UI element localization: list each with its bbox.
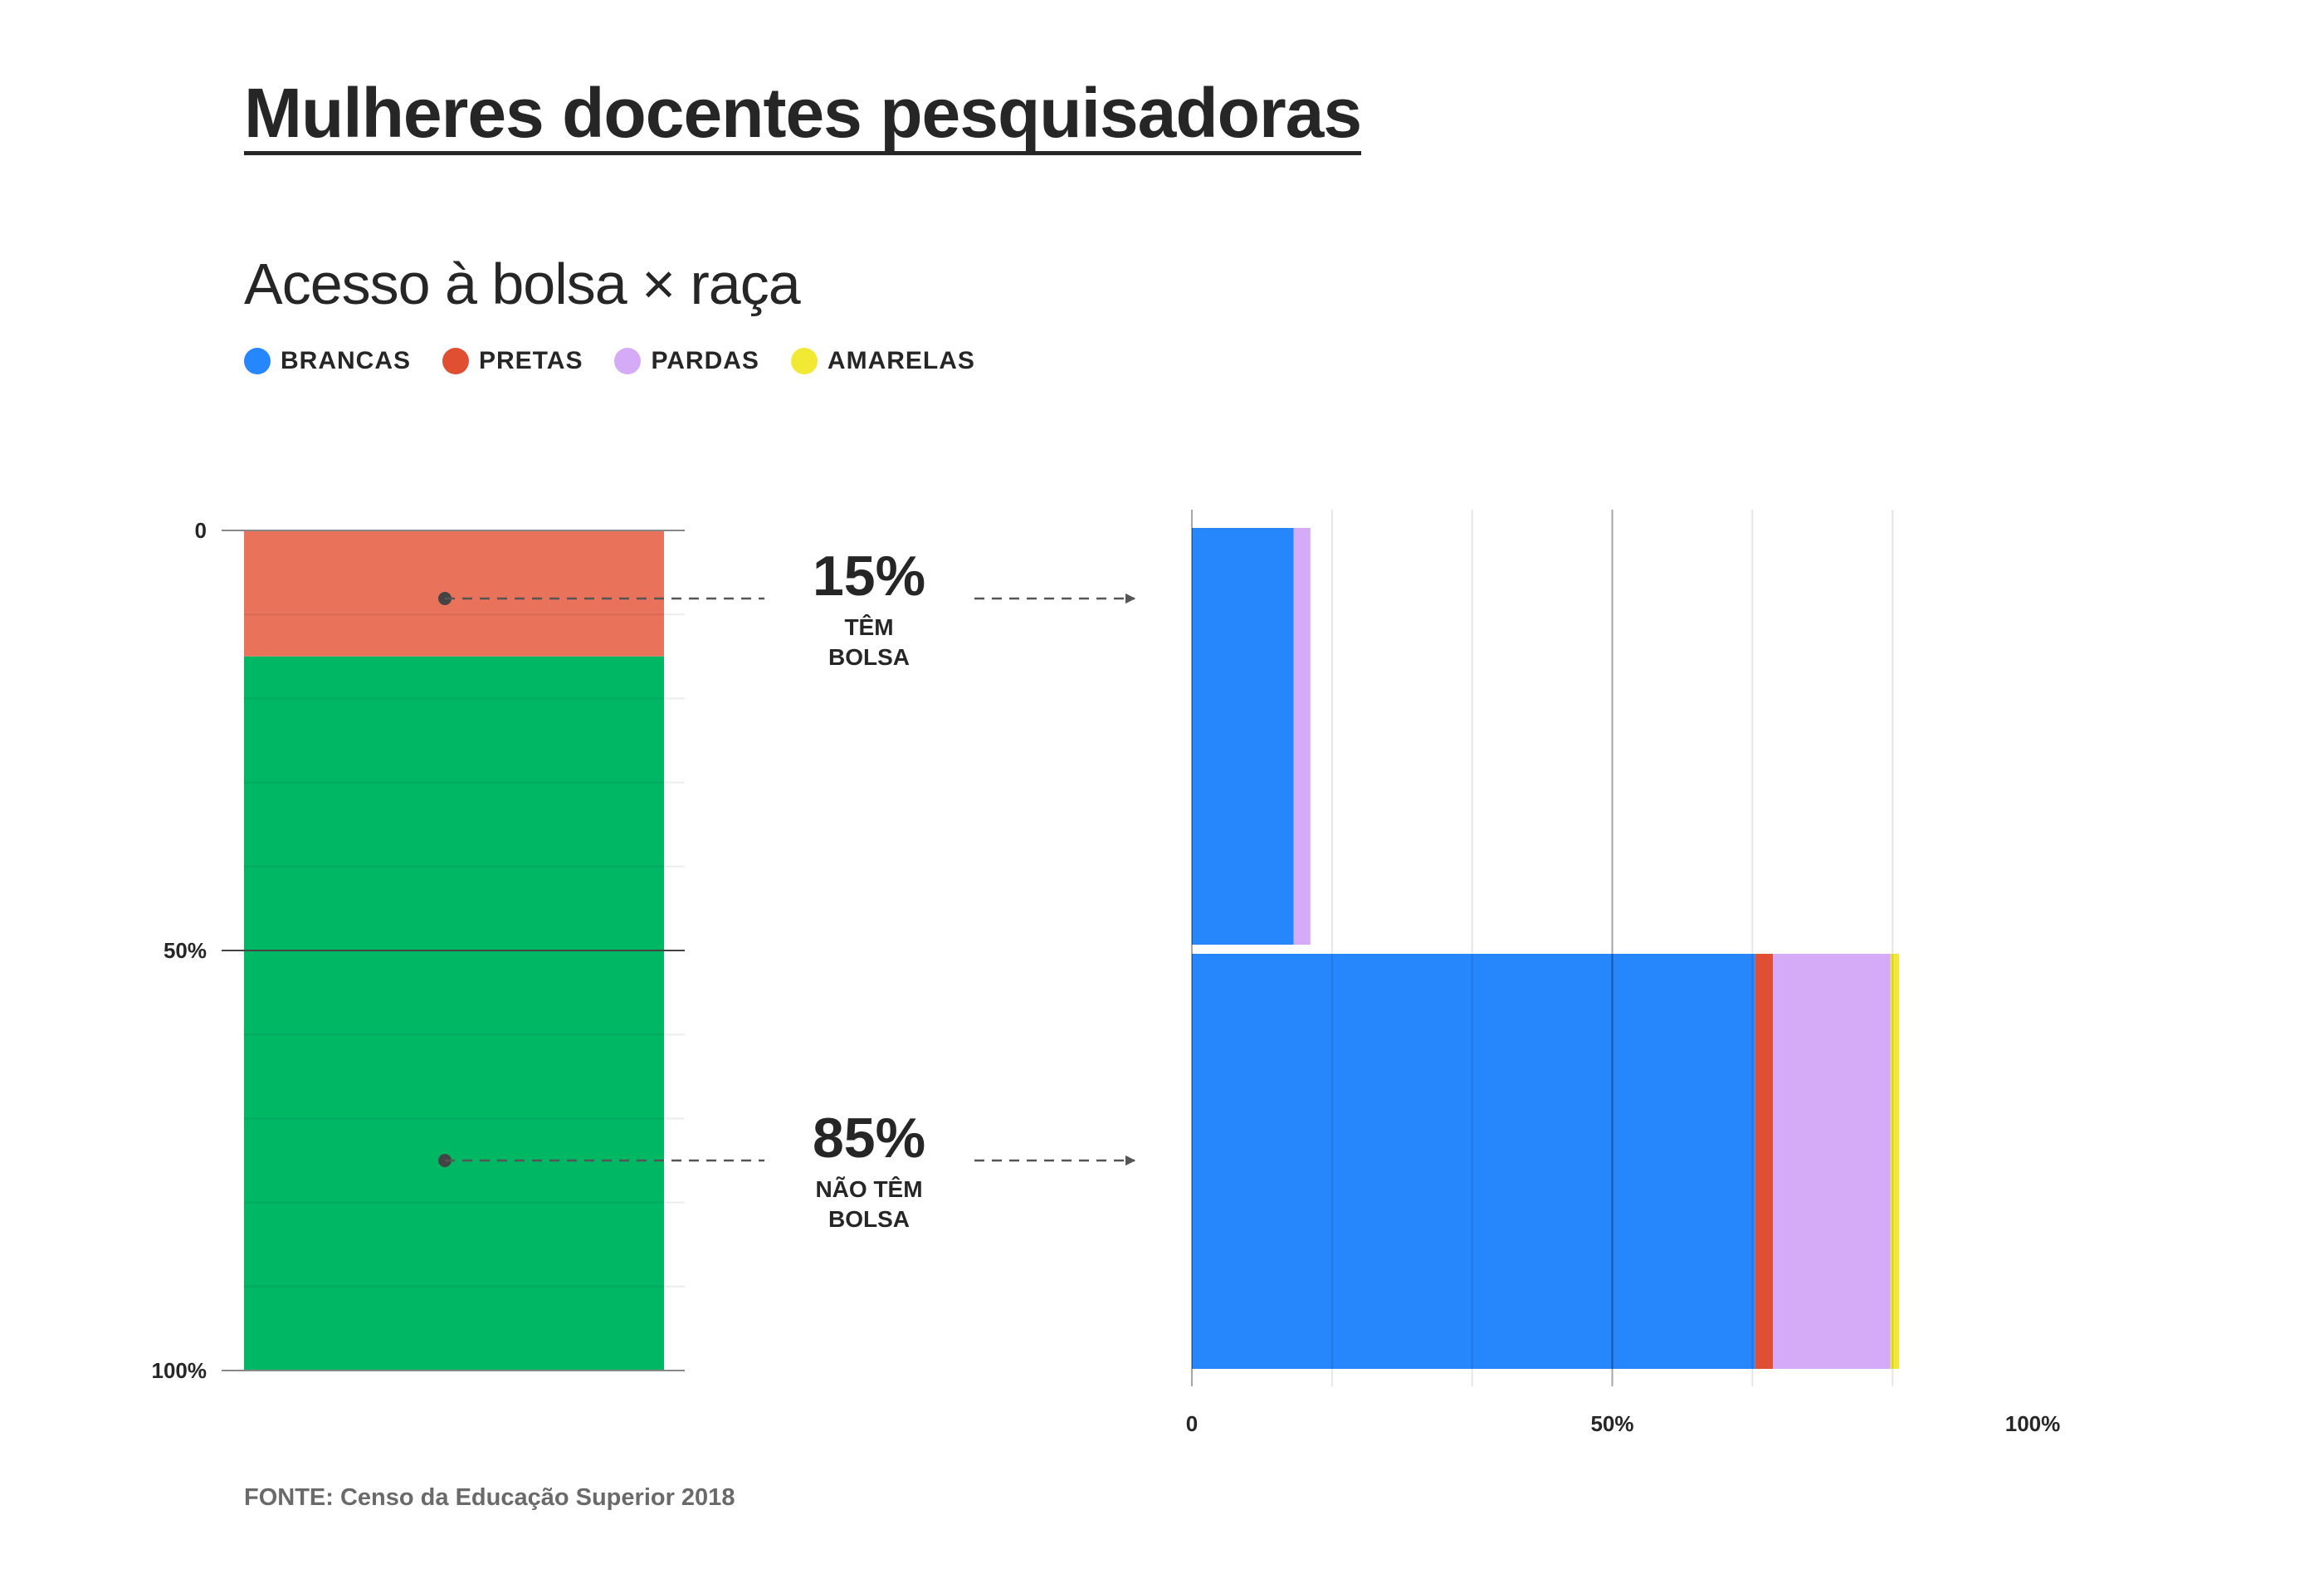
y-tick-label: 50% xyxy=(164,938,207,963)
annotation-label: NÃO TÊM xyxy=(815,1176,923,1202)
legend-label: AMARELAS xyxy=(827,347,975,374)
annotation-without-scholarship: 85% NÃO TÊM BOLSA xyxy=(745,1110,994,1234)
legend-dot xyxy=(442,348,469,374)
bar-segment-brancas xyxy=(1192,528,1294,945)
legend-dot xyxy=(244,348,271,374)
x-tick-label: 0 xyxy=(1186,1411,1198,1436)
annotation-label: BOLSA xyxy=(828,1206,910,1232)
chart-title: Mulheres docentes pesquisadoras xyxy=(244,76,1362,156)
annotation-with-scholarship: 15% TÊM BOLSA xyxy=(745,548,994,672)
annotation-label: TÊM xyxy=(844,614,894,640)
annotation-label: BOLSA xyxy=(828,644,910,670)
connectors xyxy=(438,592,1136,1167)
legend-dot xyxy=(790,348,818,374)
legend-item-amarelas: AMARELAS xyxy=(790,347,975,375)
bar-segment-brancas xyxy=(1192,954,1755,1369)
legend-label: PARDAS xyxy=(651,347,759,374)
chart-subtitle: Acesso à bolsa × raça xyxy=(244,252,801,316)
x-tick-label: 100% xyxy=(2005,1411,2061,1436)
bar-segment-amarelas xyxy=(1890,954,1899,1369)
bar-segment-with-scholarship xyxy=(244,530,664,657)
annotation-pct: 15% xyxy=(812,545,926,608)
bar-segment-pardas xyxy=(1293,528,1311,945)
legend-item-brancas: BRANCAS xyxy=(244,347,411,375)
bar-segment-pretas xyxy=(1755,954,1773,1369)
legend: BRANCAS PRETAS PARDAS AMARELAS xyxy=(244,347,975,375)
y-tick-label: 0 xyxy=(195,518,207,543)
legend-dot xyxy=(614,348,642,374)
bar-segment-pardas xyxy=(1772,954,1891,1369)
source-note: FONTE: Censo da Educação Superior 2018 xyxy=(244,1484,735,1511)
vertical-stacked-bar-chart: 0 50% 100% xyxy=(152,518,685,1383)
x-tick-label: 50% xyxy=(1590,1411,1633,1436)
legend-label: BRANCAS xyxy=(281,347,411,374)
y-tick-label: 100% xyxy=(152,1358,208,1383)
legend-item-pretas: PRETAS xyxy=(442,347,583,375)
horizontal-stacked-bar-chart: 0 50% 100% xyxy=(1186,510,2060,1436)
bar-segment-without-scholarship xyxy=(244,656,664,1371)
legend-label: PRETAS xyxy=(479,347,583,374)
annotation-pct: 85% xyxy=(812,1107,926,1170)
legend-item-pardas: PARDAS xyxy=(614,347,759,375)
